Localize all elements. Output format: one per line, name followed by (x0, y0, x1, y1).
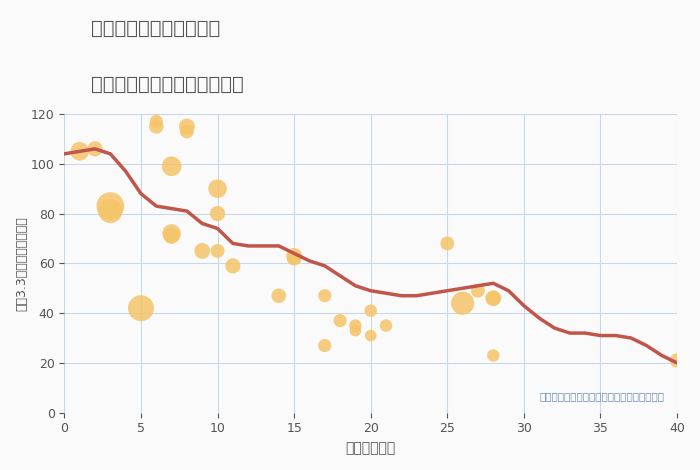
Point (105, 203, 116, 210)
Text: 築年数別中古マンション価格: 築年数別中古マンション価格 (91, 75, 244, 94)
Text: 円の大きさは、取引のあった物件面積を示す: 円の大きさは、取引のあった物件面積を示す (540, 391, 665, 401)
Point (150, 123, 162, 130)
Point (135, 305, 146, 312)
Point (350, 327, 361, 334)
Point (212, 247, 223, 255)
Point (319, 342, 330, 349)
Point (288, 255, 300, 262)
Point (212, 210, 223, 217)
Point (365, 332, 377, 339)
Point (319, 292, 330, 299)
Point (181, 123, 193, 130)
Point (442, 240, 453, 247)
Point (488, 352, 499, 359)
Point (105, 207, 116, 215)
Point (335, 317, 346, 324)
Point (365, 307, 377, 314)
Point (166, 163, 177, 170)
Point (150, 118, 162, 125)
Point (228, 262, 239, 270)
Point (90, 145, 101, 153)
Point (166, 232, 177, 240)
Point (212, 185, 223, 192)
Point (288, 252, 300, 259)
Point (380, 322, 391, 329)
Point (350, 322, 361, 329)
Point (488, 294, 499, 302)
Point (457, 299, 468, 307)
Point (181, 128, 193, 135)
Point (273, 292, 284, 299)
Point (488, 294, 499, 302)
Point (197, 247, 208, 255)
X-axis label: 築年数（年）: 築年数（年） (346, 441, 396, 455)
Y-axis label: 坪（3.3㎡）単価（万円）: 坪（3.3㎡）単価（万円） (15, 216, 28, 311)
Point (473, 287, 484, 295)
Point (671, 357, 682, 364)
Text: 三重県四日市市羽津山町: 三重県四日市市羽津山町 (91, 19, 220, 38)
Point (74, 148, 85, 155)
Point (166, 230, 177, 237)
